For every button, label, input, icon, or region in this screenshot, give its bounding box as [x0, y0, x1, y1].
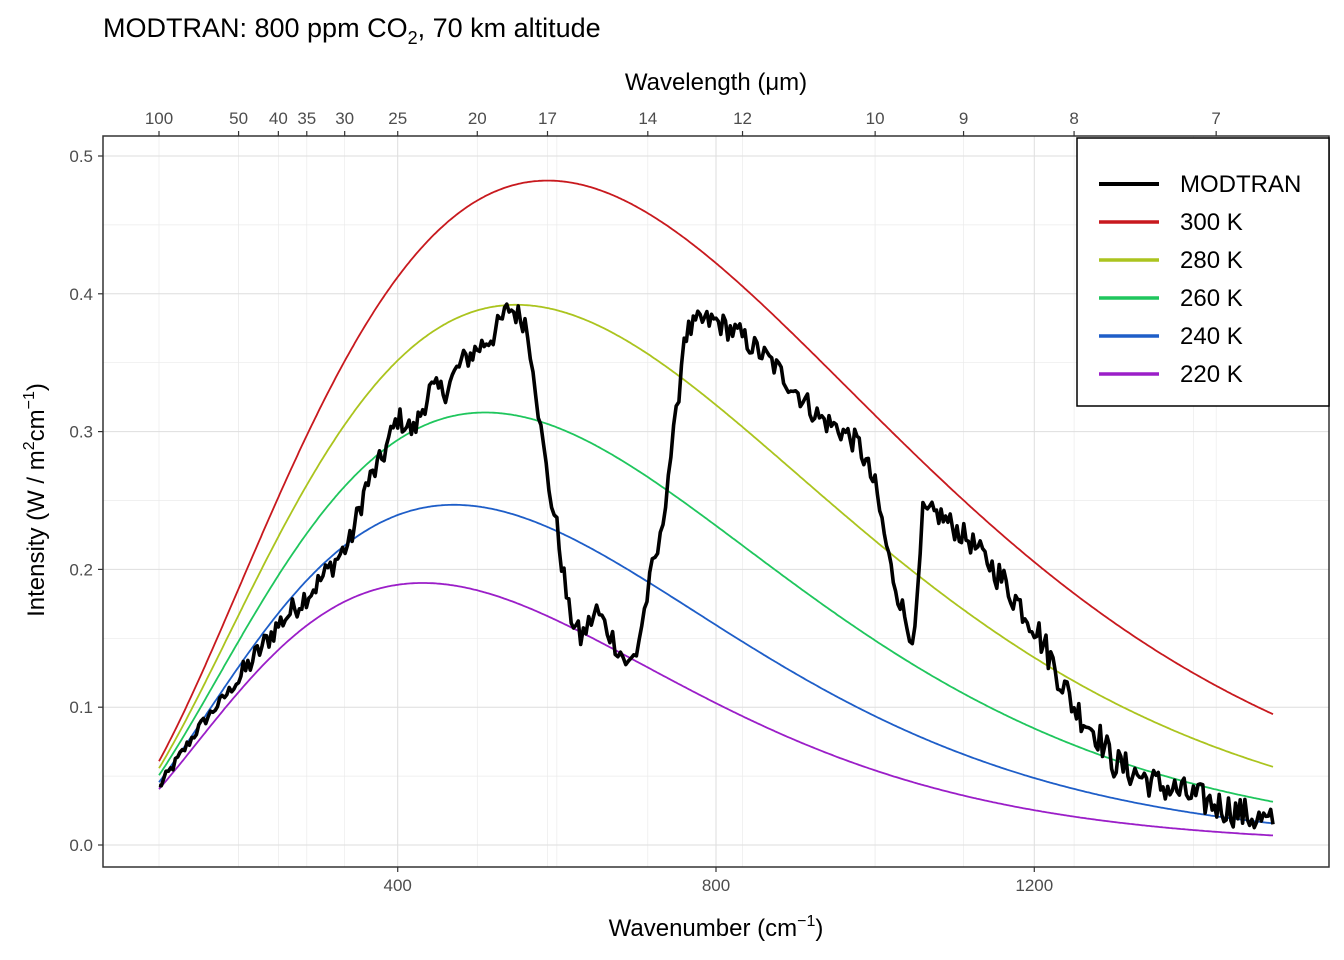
legend-label-modtran: MODTRAN: [1180, 171, 1301, 198]
legend-label-220-k: 220 K: [1180, 361, 1243, 388]
legend-items: MODTRAN 300 K 280 K 260 K 240 K 220 K: [1099, 171, 1301, 388]
x-axis-title: Wavenumber (cm−1): [609, 913, 824, 942]
x2-tick-label: 7: [1211, 109, 1220, 128]
legend-label-240-k: 240 K: [1180, 323, 1243, 350]
series-line-300-k: [158, 179, 1274, 762]
y-axis-title: Intensity (W / m2cm−1): [21, 383, 50, 617]
x2-axis-title: Wavelength (μm): [625, 69, 807, 96]
x2-tick-label: 35: [297, 109, 316, 128]
x2-tick-label: 30: [335, 109, 354, 128]
chart-title: MODTRAN: 800 ppm CO2, 70 km altitude: [103, 13, 601, 48]
x-tick-label: 400: [384, 876, 412, 895]
series-line-220-k: [158, 582, 1273, 837]
y-tick-label: 0.1: [69, 698, 93, 717]
y-tick-label: 0.3: [69, 423, 93, 442]
x2-tick-label: 9: [959, 109, 968, 128]
x-tick-label: 800: [702, 876, 730, 895]
legend-label-280-k: 280 K: [1180, 247, 1243, 274]
x2-tick-label: 100: [145, 109, 173, 128]
y-tick-label: 0.0: [69, 836, 93, 855]
y-tick-label: 0.4: [69, 285, 93, 304]
x2-tick-label: 25: [388, 109, 407, 128]
series-line-260-k: [158, 411, 1274, 803]
x2-tick-label: 40: [269, 109, 288, 128]
series-layer: [158, 179, 1275, 837]
x2-tick-label: 17: [538, 109, 557, 128]
legend-label-260-k: 260 K: [1180, 285, 1243, 312]
x2-tick-label: 8: [1069, 109, 1078, 128]
y-tick-label: 0.5: [69, 147, 93, 166]
legend-label-300-k: 300 K: [1180, 209, 1243, 236]
x2-tick-label: 20: [468, 109, 487, 128]
x2-tick-label: 50: [229, 109, 248, 128]
x-tick-label: 1200: [1015, 876, 1053, 895]
series-line-240-k: [158, 503, 1274, 825]
series-line-280-k: [158, 303, 1274, 769]
series-line-modtran: [158, 302, 1275, 830]
x2-tick-label: 14: [638, 109, 657, 128]
x2-tick-label: 10: [866, 109, 885, 128]
x2-tick-label: 12: [733, 109, 752, 128]
legend: MODTRAN 300 K 280 K 260 K 240 K 220 K: [1076, 137, 1330, 407]
y-tick-label: 0.2: [69, 560, 93, 579]
axes-layer: 400 800 1200 0.0 0.1 0.2 0.3 0.4 0.5 100 50 40 35 30 2…: [69, 109, 1221, 895]
